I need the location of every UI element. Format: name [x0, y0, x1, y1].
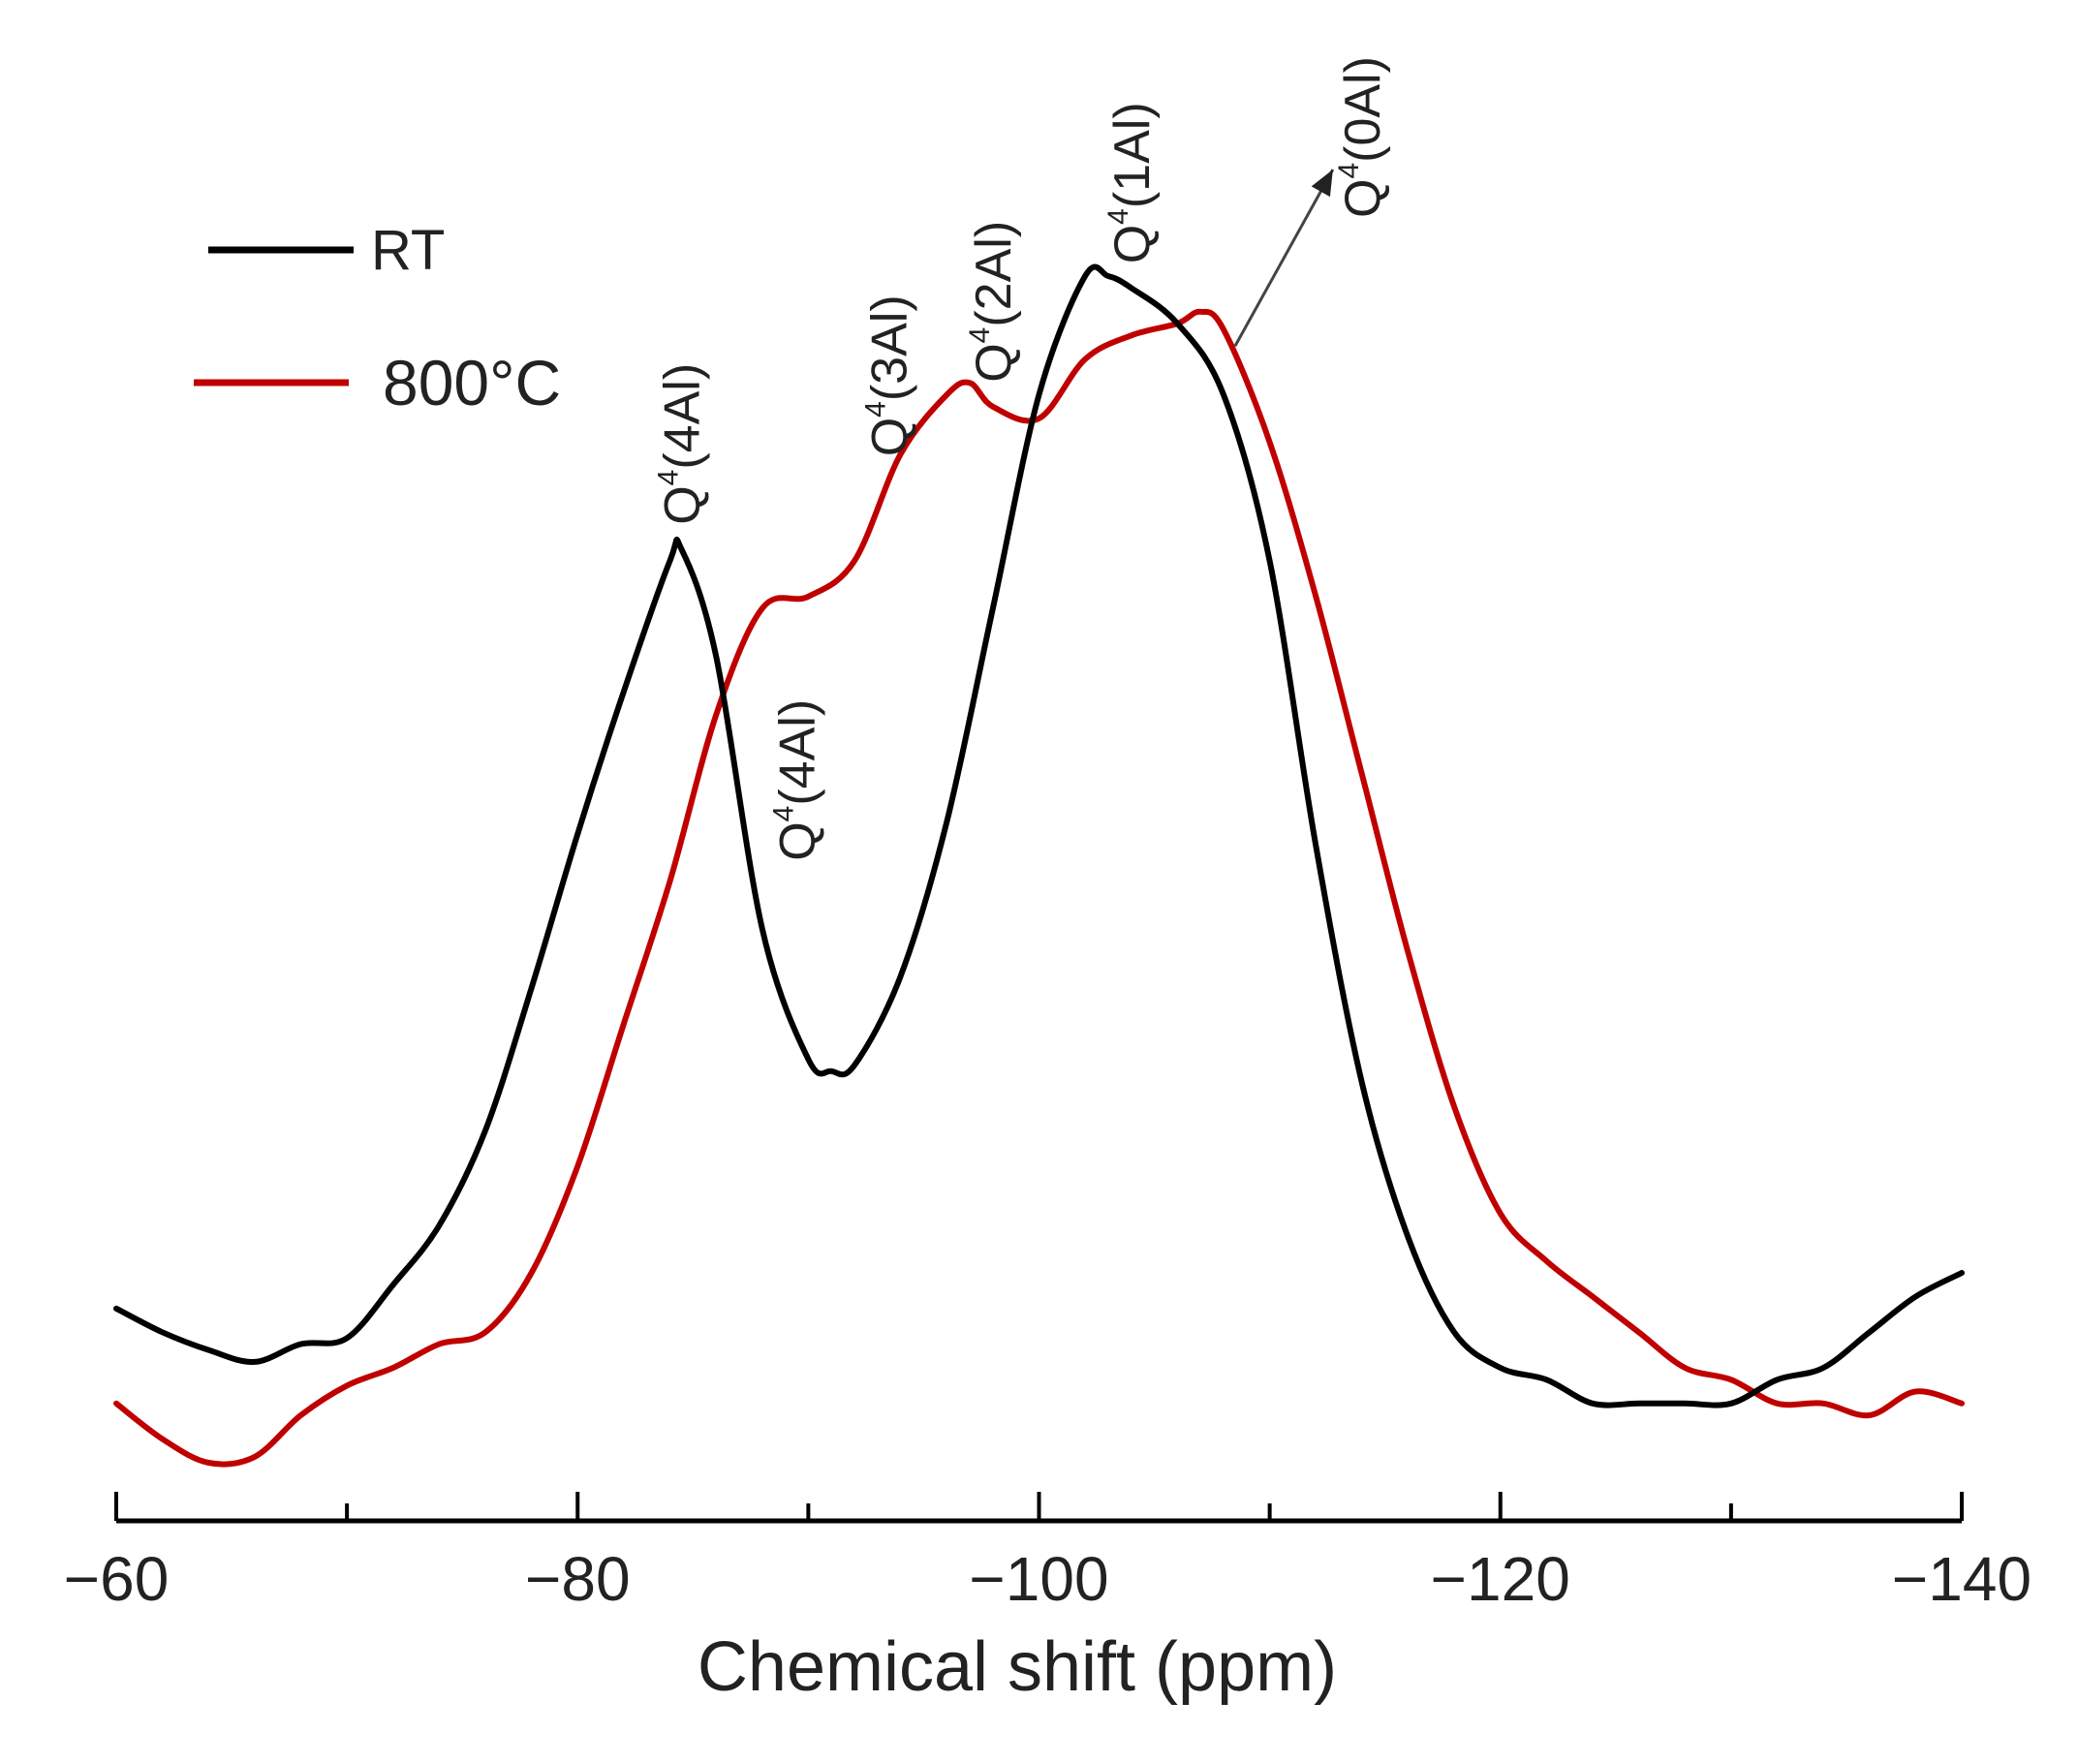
annotation-arrowhead [1311, 170, 1333, 198]
peak-label: Q4(1Al) [1102, 102, 1161, 263]
peak-label: Q4(4Al) [768, 699, 826, 861]
x-tick-label: −140 [1892, 1544, 2031, 1614]
peak-label: Q4(0Al) [1333, 56, 1391, 218]
series-line-rt [113, 263, 1965, 1408]
annotation-arrow [1233, 169, 1335, 347]
legend-label-800c: 800°C [383, 347, 561, 418]
x-tick-label: −80 [525, 1544, 631, 1614]
legend-label-rt: RT [371, 219, 445, 282]
legend: RT 800°C [194, 219, 561, 418]
peak-annotations: Q4(4Al) Q4(4Al) Q4(3Al) Q4(2Al) Q4(1Al) Q4(0A… [652, 56, 1391, 861]
peak-label: Q4(4Al) [652, 363, 710, 525]
peak-label: Q4(2Al) [964, 221, 1022, 383]
x-tick-label: −100 [969, 1544, 1108, 1614]
peak-label: Q4(3Al) [860, 294, 918, 456]
x-ticks: −60 −80 −100 −120 −140 [64, 1492, 2031, 1614]
x-tick-label: −60 [64, 1544, 170, 1614]
x-axis-title: Chemical shift (ppm) [698, 1628, 1337, 1706]
series-layer [113, 263, 1965, 1468]
x-tick-label: −120 [1431, 1544, 1570, 1614]
series-line-800c [113, 308, 1965, 1468]
